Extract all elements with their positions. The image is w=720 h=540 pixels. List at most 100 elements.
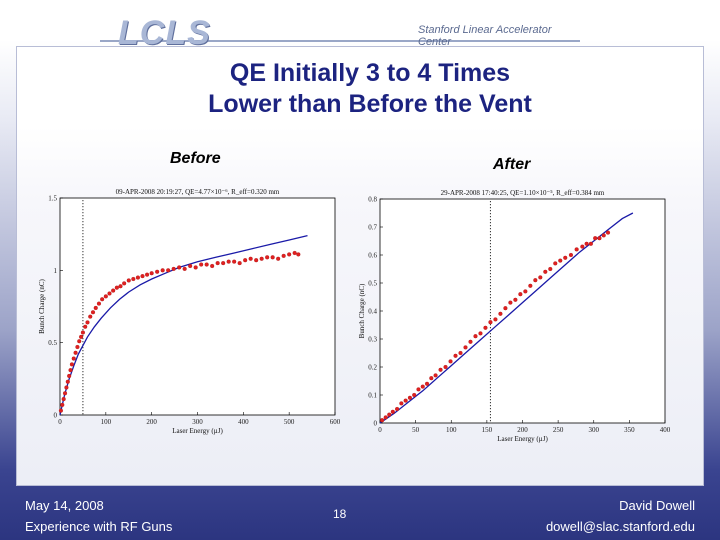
y-tick-label: 0.8 [368,196,377,204]
data-point [380,418,385,423]
data-point [114,285,119,290]
data-point [68,368,73,373]
data-point [605,230,611,235]
data-point [259,256,264,261]
data-point [429,376,434,381]
data-point [588,241,593,246]
data-point [248,256,253,261]
data-point [75,344,80,350]
data-point [383,415,388,420]
y-tick-label: 0 [374,420,378,428]
data-point [558,258,563,263]
data-point [62,391,68,396]
data-point [403,398,408,403]
x-tick-label: 0 [378,426,382,434]
data-point [126,278,131,283]
data-point [453,353,458,358]
data-point [93,305,98,310]
x-tick-label: 200 [146,418,157,426]
data-point [503,306,508,311]
y-tick-label: 0.1 [368,392,377,400]
data-point [193,265,198,270]
logo-underline [100,40,580,42]
data-point [80,330,85,335]
slide-title: QE Initially 3 to 4 Times Lower than Bef… [120,58,620,120]
data-point [111,288,116,293]
title-line-1: QE Initially 3 to 4 Times [229,59,511,87]
x-tick-label: 600 [330,418,341,426]
data-point [523,289,528,294]
data-point [131,276,136,282]
title-line-2: Lower than Before the Vent [208,90,532,118]
data-point [548,266,553,272]
y-tick-label: 0.2 [368,364,377,372]
data-point [296,252,301,257]
data-point [85,320,90,325]
y-axis-label: Bunch Charge (nC) [38,278,46,333]
data-point [563,255,568,260]
data-point [458,350,463,356]
plot-frame [59,197,336,416]
data-point [103,294,108,299]
data-point [149,271,154,276]
data-point [513,297,518,302]
data-point [58,408,63,413]
y-tick-label: 0 [54,412,58,420]
data-point [226,259,231,264]
data-point [584,241,589,246]
data-point [215,261,220,266]
data-point [281,253,286,258]
data-point [204,262,209,267]
data-point [210,263,215,269]
lcls-logo: LCLS [118,14,211,52]
data-point [83,324,88,329]
data-point [60,402,65,407]
x-tick-label: 0 [58,418,62,426]
data-point [407,395,412,400]
x-tick-label: 400 [238,418,249,426]
data-point [601,233,606,238]
x-axis-label: Laser Energy (µJ) [172,427,223,435]
data-point [166,268,171,273]
y-tick-label: 0.6 [368,252,377,260]
data-point [79,334,84,339]
x-tick-label: 50 [412,426,420,434]
data-point [90,310,96,315]
data-point [265,255,270,260]
data-point [276,256,281,261]
data-point [387,412,392,417]
logo-subtitle: Stanford Linear Accelerator Center [418,24,552,48]
data-point [96,301,102,306]
data-point [61,397,66,402]
data-point [483,325,488,330]
data-point [188,263,193,269]
data-point [118,284,123,289]
data-point [528,283,533,288]
data-point [65,379,70,384]
fit-line [379,212,634,424]
data-point [171,266,176,271]
data-point [390,409,395,414]
data-point [508,300,513,305]
data-point [493,317,498,322]
chart-title: 09-APR-2008 20:19:27, QE=4.77×10⁻⁶, R_ef… [116,188,280,196]
label-before: Before [170,150,221,167]
data-point [100,297,105,302]
y-tick-label: 0.5 [48,339,57,347]
x-tick-label: 300 [192,418,203,426]
data-point [412,392,417,398]
y-tick-label: 1.5 [48,195,57,203]
chart-after: 29-APR-2008 17:40:25, QE=1.10×10⁻⁵, R_ef… [358,189,671,443]
data-point [580,244,585,249]
x-tick-label: 200 [517,426,528,434]
y-tick-label: 0.3 [368,336,377,344]
x-tick-label: 100 [446,426,457,434]
footer-topic: Experience with RF Guns [25,519,173,534]
fit-line [59,234,308,416]
y-tick-label: 0.7 [368,224,377,232]
data-point [135,275,140,280]
data-point [416,387,421,392]
data-point [88,314,93,319]
footer-author: David Dowell [619,498,695,513]
x-tick-label: 400 [660,426,671,434]
